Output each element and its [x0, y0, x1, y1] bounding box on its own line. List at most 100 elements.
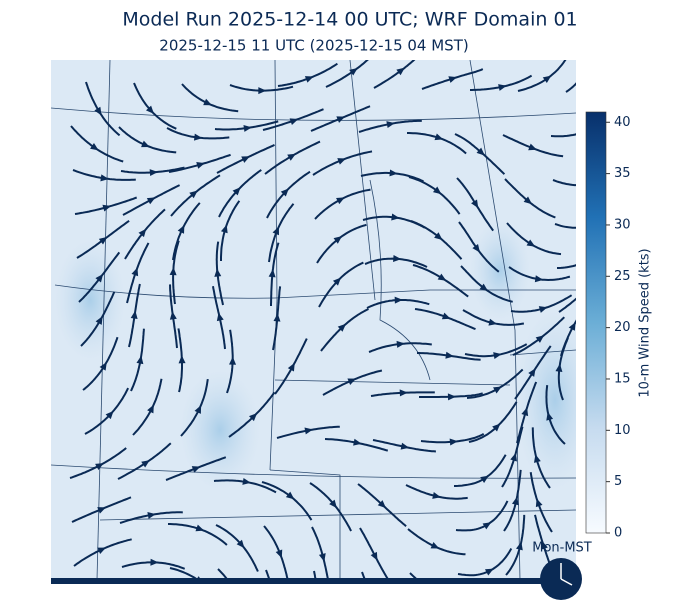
streamline-arrow [285, 491, 295, 500]
streamline-arrow [329, 499, 337, 509]
streamline-arrow [542, 75, 552, 84]
streamline-arrow [102, 204, 112, 212]
streamline [217, 568, 229, 580]
streamline-arrow [232, 187, 241, 196]
streamline-arrow [484, 568, 494, 576]
streamline [557, 264, 576, 269]
streamline-arrow [304, 427, 313, 435]
streamline-arrow [400, 442, 410, 450]
streamline-arrow [216, 312, 224, 322]
streamline-arrow [432, 186, 442, 195]
streamline-arrow [146, 197, 156, 205]
streamline-arrow [318, 553, 326, 562]
streamline-arrow [131, 267, 139, 277]
streamline-arrow [432, 492, 441, 499]
streamline-arrow [510, 452, 517, 462]
streamline-arrow [386, 121, 395, 128]
streamline-arrow [480, 475, 489, 483]
streamline-arrow [280, 188, 289, 197]
streamline [558, 297, 576, 313]
streamline-arrow [196, 162, 205, 169]
streamline-arrow [191, 466, 201, 473]
streamline-arrow [394, 296, 403, 304]
colorbar-tick-label: 10 [614, 423, 631, 438]
streamline-arrow [568, 322, 576, 331]
colorbar-tick-label: 40 [614, 115, 631, 130]
streamline-arrow [337, 158, 347, 165]
colorbar-tick-label: 35 [614, 166, 631, 181]
streamline-arrow [370, 551, 378, 561]
streamline-arrow [511, 496, 519, 506]
streamline [554, 223, 576, 229]
streamline-arrow [555, 363, 563, 372]
streamline-arrow [449, 438, 458, 446]
streamline-arrow [289, 118, 299, 125]
streamline-arrow [430, 542, 440, 549]
streamline-arrow [169, 267, 177, 276]
streamline-arrow [236, 539, 245, 549]
streamline [169, 567, 200, 580]
streamline-arrow [275, 549, 283, 559]
streamline-arrow [97, 507, 106, 514]
streamline-arrow [145, 105, 154, 114]
streamline-arrow [534, 275, 544, 283]
streamline-arrow [97, 547, 106, 555]
map [51, 60, 576, 594]
streamline-arrow [258, 87, 267, 95]
streamline-arrow [399, 389, 408, 397]
colorbar-tick-label: 30 [614, 217, 631, 232]
streamline-arrow [431, 587, 440, 594]
streamline-arrow [195, 524, 205, 532]
streamline-arrow [304, 76, 314, 83]
streamline-arrow [533, 454, 541, 463]
wind-shade [515, 310, 576, 490]
streamline-arrow [248, 413, 258, 422]
colorbar: 0 5 10 15 20 25 30 35 40 [585, 111, 631, 541]
streamline-arrow [447, 393, 456, 401]
wind-shade [180, 370, 260, 490]
streamline-arrow [535, 335, 545, 343]
streamlines [69, 60, 576, 594]
streamline-arrow [498, 84, 507, 91]
streamline-arrow [492, 423, 501, 432]
streamline-arrow [476, 147, 485, 156]
streamline-arrow [389, 169, 398, 177]
streamline-arrow [353, 438, 362, 446]
streamline [565, 82, 576, 93]
streamline-arrow [138, 228, 147, 238]
streamline-arrow [471, 199, 479, 209]
streamline-arrow [434, 232, 443, 241]
streamline-arrow [272, 226, 279, 236]
clock-hand [560, 578, 573, 586]
streamline-arrow [177, 224, 185, 234]
streamline-arrow [241, 156, 250, 163]
streamline-arrow [99, 361, 107, 371]
streamline-arrow [515, 541, 523, 551]
streamline-arrow [377, 500, 386, 509]
streamline-arrow [493, 386, 502, 394]
streamline-arrow [287, 362, 295, 372]
streamline-arrow [243, 124, 252, 132]
streamline-arrow [214, 268, 222, 277]
streamline-arrow [100, 174, 109, 182]
streamline-arrow [337, 323, 347, 332]
streamline-arrow [193, 133, 203, 141]
streamline-arrow [521, 407, 529, 417]
streamline-arrow [336, 116, 346, 123]
streamline-arrow [90, 143, 99, 151]
colorbar-tick-label: 5 [614, 474, 622, 489]
streamline-arrow [333, 236, 343, 244]
streamline-arrow [150, 558, 159, 566]
streamline-arrow [479, 283, 489, 292]
streamline-arrow [189, 190, 198, 199]
streamline-arrow [528, 368, 536, 377]
colorbar-tick-label: 25 [614, 269, 631, 284]
streamline-arrow [147, 512, 156, 519]
subtitle: 2025-12-15 11 UTC (2025-12-15 04 MST) [159, 37, 468, 55]
colorbar-scale [585, 111, 607, 534]
streamline-arrow [526, 239, 536, 247]
streamline-arrow [141, 140, 150, 148]
streamline-arrow [441, 312, 451, 320]
streamline-arrow [95, 273, 104, 283]
